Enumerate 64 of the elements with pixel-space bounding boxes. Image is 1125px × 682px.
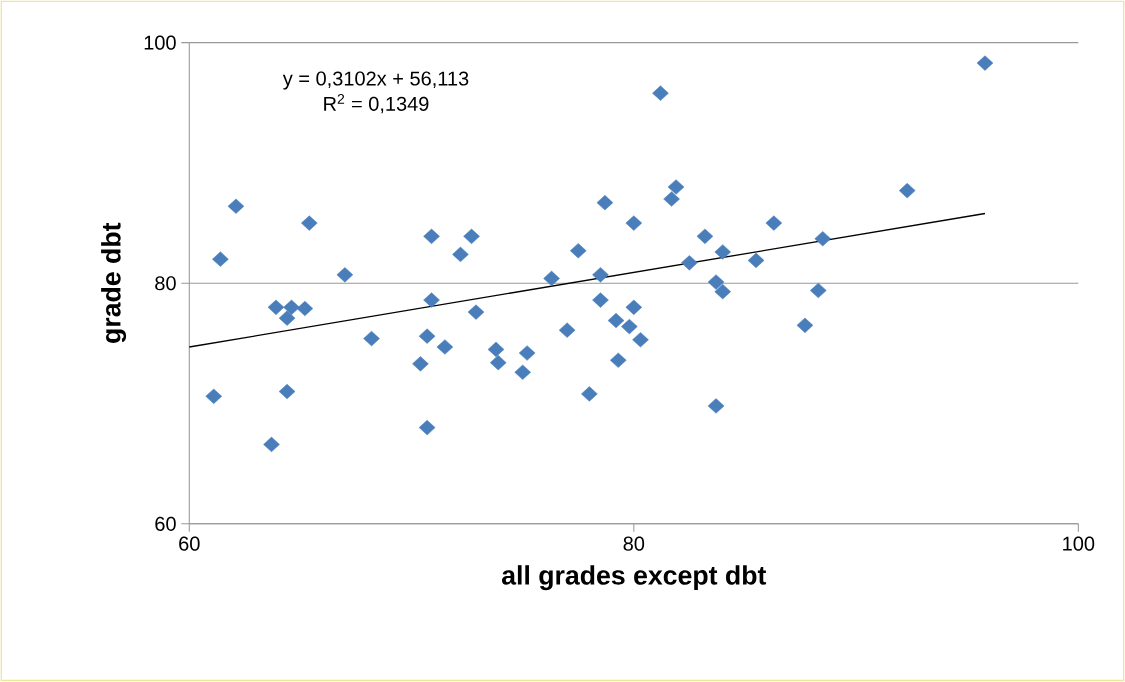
point bbox=[747, 252, 765, 269]
point bbox=[278, 310, 296, 326]
point bbox=[607, 313, 625, 329]
x-tick-label: 60 bbox=[179, 536, 200, 551]
point bbox=[489, 355, 507, 371]
point bbox=[898, 183, 916, 199]
point bbox=[436, 339, 454, 355]
point bbox=[518, 345, 536, 361]
point bbox=[625, 215, 643, 231]
point bbox=[205, 388, 222, 405]
point bbox=[652, 85, 669, 101]
point bbox=[267, 299, 285, 316]
point bbox=[514, 364, 531, 380]
point bbox=[707, 274, 725, 290]
point bbox=[976, 55, 994, 71]
point bbox=[263, 436, 280, 453]
point bbox=[714, 284, 731, 300]
point bbox=[412, 356, 429, 372]
point bbox=[632, 332, 649, 348]
point bbox=[810, 282, 827, 299]
point bbox=[592, 267, 609, 283]
y-tick-label: 80 bbox=[155, 276, 176, 291]
point bbox=[418, 328, 436, 344]
point bbox=[212, 251, 229, 267]
point bbox=[765, 215, 783, 231]
point bbox=[336, 267, 354, 283]
point bbox=[463, 228, 480, 245]
point bbox=[363, 331, 380, 347]
point bbox=[283, 299, 300, 316]
point bbox=[596, 195, 614, 211]
point bbox=[543, 270, 560, 287]
point bbox=[696, 228, 714, 245]
point bbox=[592, 292, 609, 308]
point bbox=[487, 341, 505, 358]
point bbox=[667, 179, 685, 195]
point bbox=[581, 386, 598, 402]
point bbox=[610, 352, 627, 368]
point bbox=[423, 228, 440, 245]
point bbox=[621, 319, 638, 335]
point bbox=[625, 299, 643, 316]
point bbox=[814, 231, 831, 247]
point bbox=[681, 255, 698, 271]
point bbox=[278, 384, 296, 400]
point bbox=[663, 191, 680, 207]
point bbox=[707, 398, 725, 414]
x-tick-label: 80 bbox=[623, 536, 645, 551]
x-tick-label: 100 bbox=[1063, 536, 1095, 551]
point bbox=[570, 243, 587, 259]
point bbox=[423, 292, 440, 308]
point bbox=[796, 317, 814, 334]
point bbox=[227, 198, 245, 214]
point bbox=[418, 420, 436, 436]
point bbox=[714, 244, 731, 260]
point bbox=[296, 301, 314, 317]
y-axis-title: grade dbt bbox=[101, 222, 127, 343]
annotation: R$^{2}$ = 0,1349 bbox=[324, 94, 429, 114]
x-axis-title: all grades except dbt bbox=[501, 565, 767, 591]
y-tick-label: 100 bbox=[144, 35, 176, 50]
y-tick-label: 60 bbox=[155, 516, 176, 532]
point bbox=[467, 304, 485, 320]
point bbox=[558, 322, 576, 338]
annotation: y = 0,3102x + 56,113 bbox=[282, 71, 469, 90]
point bbox=[452, 246, 469, 263]
point bbox=[301, 215, 318, 231]
